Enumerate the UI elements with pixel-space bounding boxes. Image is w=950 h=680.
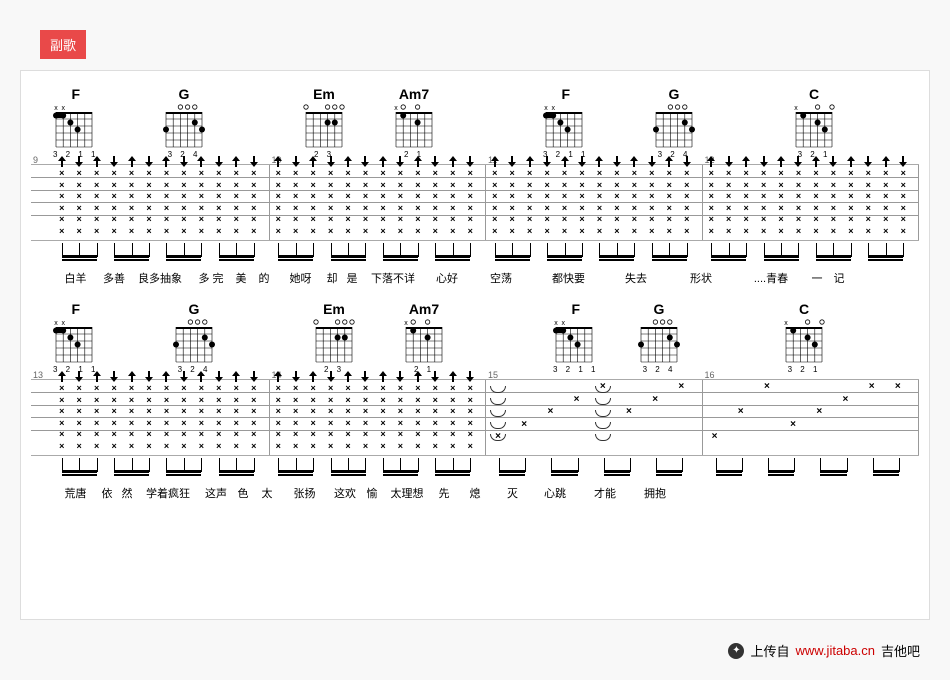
lyric-syllable: 是: [341, 270, 363, 286]
lyric-syllable: 一: [806, 270, 828, 286]
lyric-syllable: 都快要: [531, 270, 606, 286]
chord-name: Em: [303, 86, 345, 102]
chord-name: F: [53, 86, 98, 102]
chord-diagram: Em 2 3: [313, 301, 355, 374]
chord-fingers: 3 2 4: [638, 365, 680, 374]
svg-text:x: x: [554, 320, 558, 327]
lyric-syllable: 心好: [423, 270, 471, 286]
lyric-syllable: 荒唐: [53, 485, 98, 501]
lyric-syllable: 色: [234, 485, 252, 501]
chord-diagram: F xx 3 2 1 1: [543, 86, 588, 159]
svg-text:x: x: [784, 320, 788, 327]
chord-name: G: [638, 301, 680, 317]
lyric-syllable: 拥抱: [630, 485, 680, 501]
chord-diagram: C x 3 2 1: [783, 301, 825, 374]
svg-text:x: x: [561, 320, 565, 327]
lyric-syllable: 太理想: [381, 485, 433, 501]
chord-name: F: [543, 86, 588, 102]
chord-name: G: [653, 86, 695, 102]
lyric-syllable: 却: [323, 270, 341, 286]
lyric-syllable: 张扬: [282, 485, 327, 501]
tab-row: F xx 3 2 1 1 G 3 2 4 Em 2 3 Am7 x 2 1 F …: [31, 86, 919, 286]
lyric-syllable: 多善: [98, 270, 130, 286]
svg-text:x: x: [544, 105, 548, 112]
bar-number: 13: [33, 370, 43, 380]
lyric-syllable: 记: [828, 270, 850, 286]
lyric-syllable: 学着疯狂: [138, 485, 198, 501]
bar-number: 9: [33, 155, 38, 165]
svg-text:x: x: [54, 105, 58, 112]
lyrics-row: 白羊多善良多抽象多 完美的她呀却是下落不详心好空荡都快要失去形状....青春一记: [31, 270, 919, 286]
lyric-syllable: 白羊: [53, 270, 98, 286]
lyric-syllable: 这声: [198, 485, 234, 501]
chord-name: Am7: [393, 86, 435, 102]
lyric-syllable: 下落不详: [363, 270, 423, 286]
chord-diagram: G 3 2 4: [163, 86, 205, 159]
chord-name: F: [53, 301, 98, 317]
chord-name: C: [793, 86, 835, 102]
tab-row: F xx 3 2 1 1 G 3 2 4 Em 2 3 Am7 x 2 1 F …: [31, 301, 919, 501]
svg-text:x: x: [61, 105, 65, 112]
lyric-syllable: 灭: [495, 485, 530, 501]
section-badge: 副歌: [40, 30, 86, 59]
lyric-syllable: 空荡: [471, 270, 531, 286]
lyric-syllable: 这欢: [327, 485, 363, 501]
lyric-syllable: 的: [250, 270, 278, 286]
footer-credit: ✦ 上传自 www.jitaba.cn 吉他吧: [728, 641, 920, 660]
chord-name: F: [553, 301, 598, 317]
svg-text:x: x: [394, 105, 398, 112]
svg-text:x: x: [61, 320, 65, 327]
chord-fingers: 3 2 1 1: [553, 365, 598, 374]
chord-diagram: C x 3 2 1: [793, 86, 835, 159]
tablature: 13××××××××××××××××××××××××××××××××××××××…: [31, 379, 919, 456]
svg-text:x: x: [551, 105, 555, 112]
lyric-syllable: 依: [98, 485, 116, 501]
lyric-syllable: ....青春: [736, 270, 806, 286]
site-url[interactable]: www.jitaba.cn: [796, 643, 875, 658]
lyric-syllable: 心跳: [530, 485, 580, 501]
svg-text:x: x: [794, 105, 798, 112]
tablature: 9×××××××××××××××××××××××××××××××××××××××…: [31, 164, 919, 241]
lyric-syllable: 失去: [606, 270, 666, 286]
svg-text:x: x: [404, 320, 408, 327]
lyric-syllable: 美: [232, 270, 250, 286]
chord-name: Am7: [403, 301, 445, 317]
chord-name: C: [783, 301, 825, 317]
lyric-syllable: 才能: [580, 485, 630, 501]
tab-sheet-page: 副歌 F xx 3 2 1 1 G 3 2 4 Em 2 3 Am7 x 2 1…: [0, 0, 950, 680]
chord-diagram: Am7 x 2 1: [403, 301, 445, 374]
site-name: 吉他吧: [881, 641, 920, 660]
lyric-syllable: 熄: [455, 485, 495, 501]
svg-text:x: x: [54, 320, 58, 327]
upload-label: 上传自: [750, 641, 789, 660]
lyric-syllable: 多 完: [190, 270, 232, 286]
chord-diagram: F xx 3 2 1 1: [53, 86, 98, 159]
chord-diagram: Em 2 3: [303, 86, 345, 159]
lyric-syllable: 然: [116, 485, 138, 501]
chord-diagram: F xx 3 2 1 1: [53, 301, 98, 374]
chord-diagram: G 3 2 4: [653, 86, 695, 159]
chord-diagram: Am7 x 2 1: [393, 86, 435, 159]
chord-name: G: [173, 301, 215, 317]
globe-icon: ✦: [728, 643, 744, 659]
rhythm-beams: [31, 458, 919, 483]
lyric-syllable: 她呀: [278, 270, 323, 286]
lyric-syllable: 先: [433, 485, 455, 501]
lyric-syllable: 愉: [363, 485, 381, 501]
chord-diagram: G 3 2 4: [638, 301, 680, 374]
lyric-syllable: 太: [252, 485, 282, 501]
chord-diagram: F xx 3 2 1 1: [553, 301, 598, 374]
chord-diagram: G 3 2 4: [173, 301, 215, 374]
chord-fingers: 3 2 1: [783, 365, 825, 374]
lyric-syllable: 形状: [666, 270, 736, 286]
lyric-syllable: 良多抽象: [130, 270, 190, 286]
music-sheet: F xx 3 2 1 1 G 3 2 4 Em 2 3 Am7 x 2 1 F …: [20, 70, 930, 620]
lyrics-row: 荒唐依然学着疯狂这声色太张扬这欢愉太理想先熄灭心跳才能拥抱: [31, 485, 919, 501]
chord-name: Em: [313, 301, 355, 317]
chord-name: G: [163, 86, 205, 102]
rhythm-beams: [31, 243, 919, 268]
